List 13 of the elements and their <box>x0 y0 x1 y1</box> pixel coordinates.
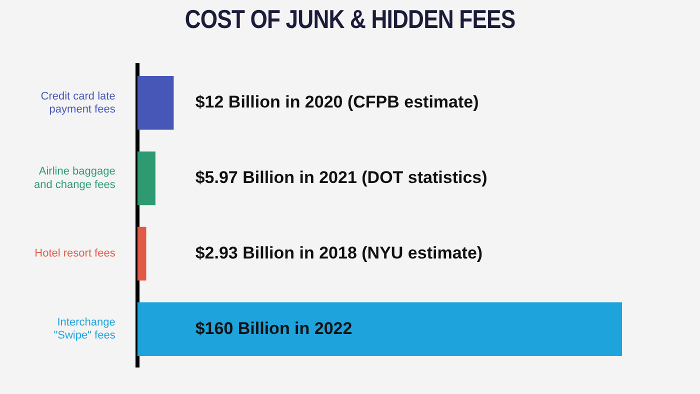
y-tick-label: Airline baggage and change fees <box>34 166 116 191</box>
y-tick-label: Interchange "Swipe" fees <box>54 316 116 342</box>
bar <box>137 302 622 356</box>
chart-title: COST OF JUNK & HIDDEN FEES <box>184 4 516 35</box>
y-tick-label: Hotel resort fees <box>34 248 116 260</box>
bar <box>137 151 156 206</box>
bar <box>137 226 146 281</box>
y-tick-label: Credit card late payment fees <box>40 90 116 116</box>
bar <box>137 76 174 130</box>
data-label: $160 Billion in 2022 <box>195 318 352 338</box>
data-label: $5.97 Billion in 2021 (DOT statistics) <box>195 168 488 187</box>
data-label: $12 Billion in 2020 (CFPB estimate) <box>195 92 479 112</box>
data-label: $2.93 Billion in 2018 (NYU estimate) <box>195 243 483 262</box>
